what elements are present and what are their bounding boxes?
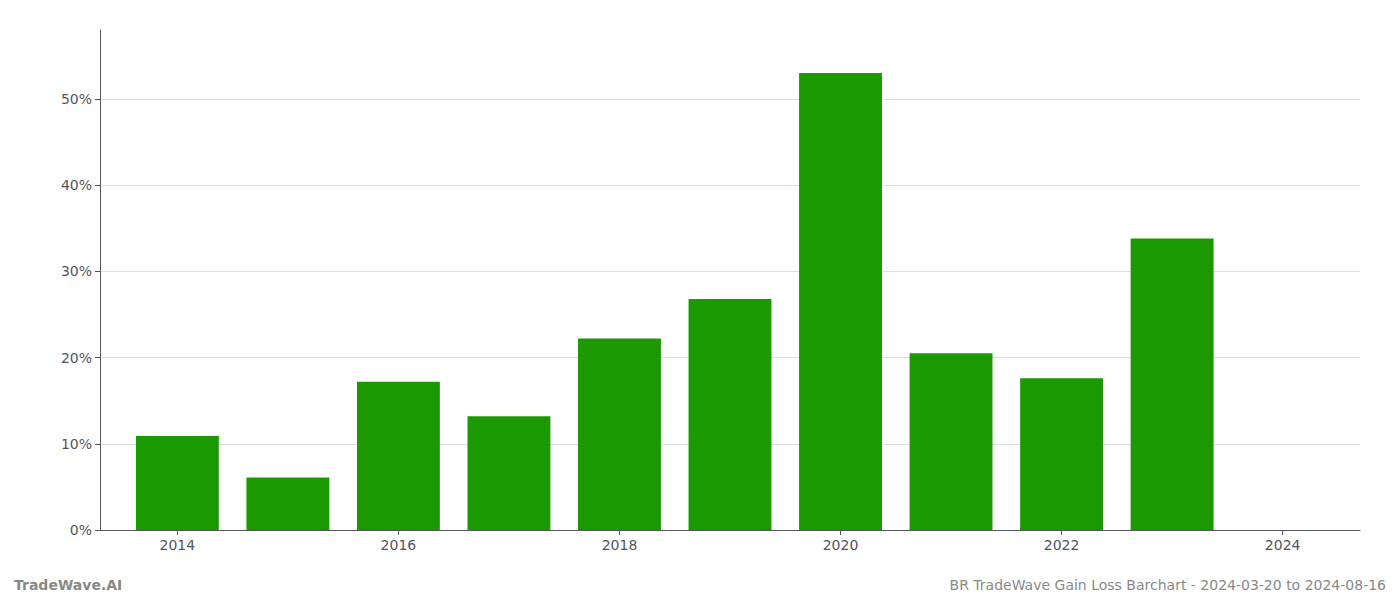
svg-text:2016: 2016	[381, 537, 417, 553]
svg-text:40%: 40%	[61, 177, 92, 193]
svg-text:2022: 2022	[1044, 537, 1080, 553]
svg-text:2014: 2014	[160, 537, 196, 553]
svg-text:TradeWave.AI: TradeWave.AI	[14, 577, 122, 593]
svg-text:30%: 30%	[61, 263, 92, 279]
svg-text:0%: 0%	[70, 522, 92, 538]
svg-text:BR TradeWave Gain Loss Barchar: BR TradeWave Gain Loss Barchart - 2024-0…	[950, 577, 1387, 593]
svg-text:20%: 20%	[61, 350, 92, 366]
svg-text:2020: 2020	[823, 537, 859, 553]
svg-text:2024: 2024	[1265, 537, 1301, 553]
svg-text:50%: 50%	[61, 91, 92, 107]
svg-text:10%: 10%	[61, 436, 92, 452]
svg-text:2018: 2018	[602, 537, 638, 553]
